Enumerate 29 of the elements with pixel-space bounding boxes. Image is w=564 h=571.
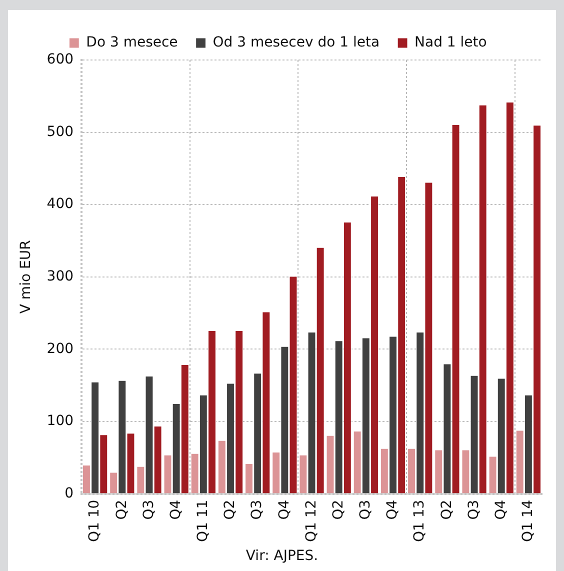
x-tick-label: Q1 13 — [412, 500, 428, 542]
x-tick-label: Q2 — [330, 500, 346, 520]
y-tick-label: 0 — [64, 485, 74, 502]
x-tick-label: Q4 — [168, 500, 184, 520]
legend-label: Do 3 mesece — [86, 34, 178, 51]
y-tick-label: 300 — [46, 268, 74, 285]
y-axis-title: V mio EUR — [18, 240, 34, 314]
x-tick-label: Q3 — [466, 500, 482, 520]
x-tick-label: Q4 — [384, 500, 401, 520]
x-tick-label: Q3 — [358, 500, 374, 520]
x-tick-label: Q4 — [276, 500, 292, 520]
x-tick-label: Q1 14 — [520, 500, 536, 542]
text: Vir: AJPES. — [244, 548, 320, 564]
y-tick-label: 200 — [46, 340, 74, 357]
x-tick-label: Q1 11 — [195, 500, 212, 542]
x-tick-label: Q4 — [493, 500, 510, 520]
x-tick-label: Q2 — [114, 500, 130, 520]
y-tick-label: 400 — [46, 196, 74, 212]
legend-label: Od 3 mesecev do 1 leta — [212, 34, 380, 51]
y-tick-label: 500 — [46, 124, 74, 140]
x-tick-label: Q2 — [222, 500, 238, 520]
x-tick-label: Q2 — [438, 500, 455, 520]
y-tick-label: 100 — [46, 413, 74, 430]
x-tick-label: Q3 — [249, 500, 266, 520]
x-tick-label: Q3 — [140, 500, 157, 520]
x-tick-label: Q1 10 — [86, 500, 103, 542]
legend-label: Nad 1 leto — [414, 34, 487, 51]
y-tick-label: 600 — [46, 52, 74, 68]
x-tick-label: Q1 12 — [303, 500, 320, 542]
